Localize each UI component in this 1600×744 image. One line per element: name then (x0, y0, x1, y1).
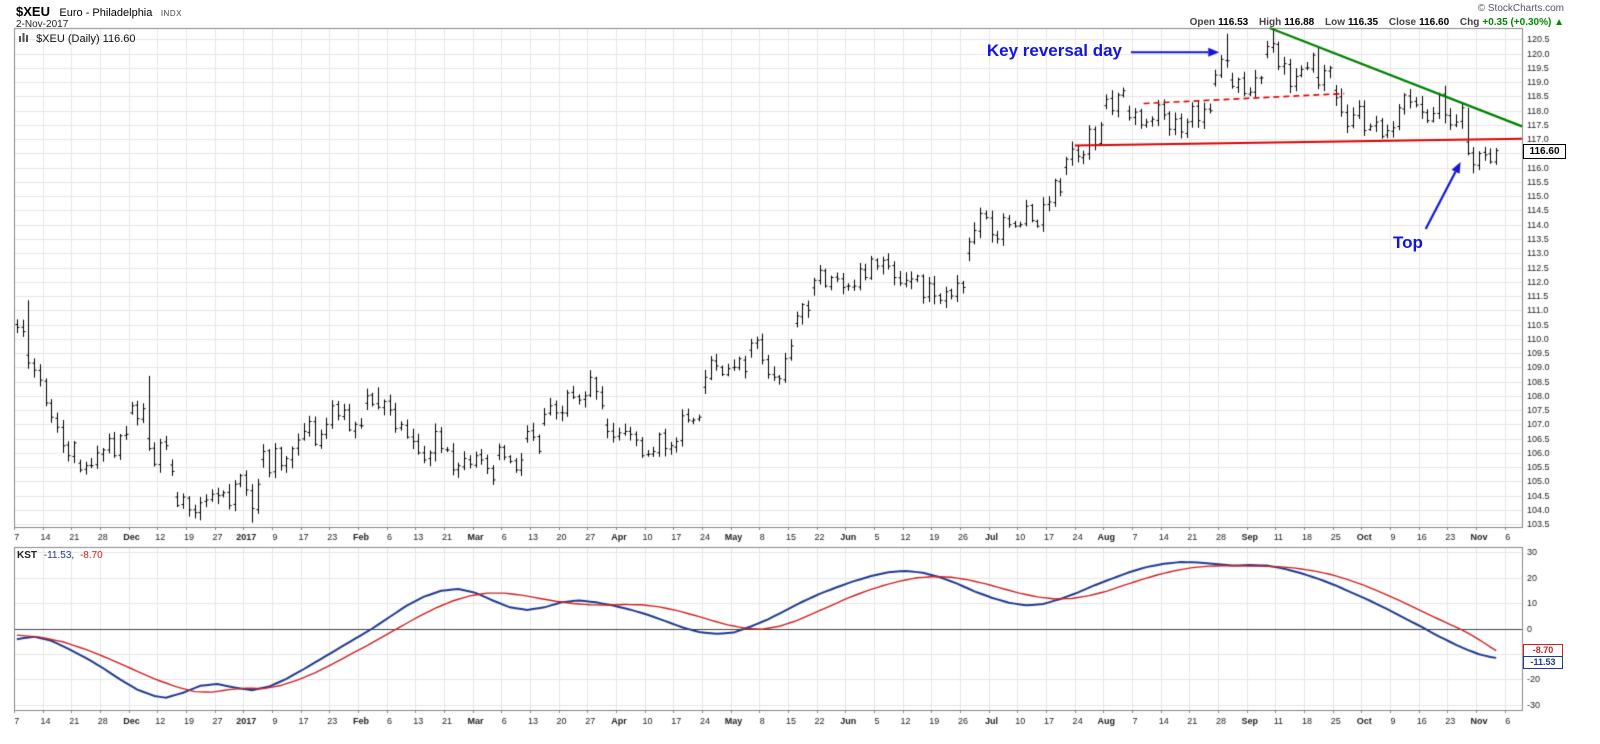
chg-value: +0.35 (+0.30%) (1482, 17, 1552, 28)
ohlc-quote-line: Open 116.53 High 116.88 Low 116.35 Close 116… (1182, 17, 1564, 28)
high-label: High (1258, 17, 1282, 28)
kst-legend-value: -11.53, (43, 550, 75, 561)
chg-label: Chg (1459, 17, 1480, 28)
chg-up-arrow-icon: ▲ (1554, 17, 1564, 28)
close-value: 116.60 (1419, 17, 1450, 28)
kst-legend: KST -11.53, -8.70 (17, 550, 103, 561)
chart-date: 2-Nov-2017 (16, 19, 69, 30)
kst-legend-label: KST (17, 550, 37, 561)
annotation-top: Top (1393, 233, 1423, 252)
main-chart-legend-text: $XEU (Daily) 116.60 (36, 33, 136, 45)
close-label: Close (1388, 17, 1417, 28)
header-left: $XEU Euro - Philadelphia INDX (16, 3, 182, 21)
low-value: 116.35 (1348, 17, 1379, 28)
high-value: 116.88 (1284, 17, 1315, 28)
last-price-tag: 116.60 (1523, 144, 1566, 159)
symbol: $XEU (16, 4, 50, 19)
source-credit: © StockCharts.com (1477, 3, 1564, 14)
open-value: 116.53 (1218, 17, 1249, 28)
open-label: Open (1189, 17, 1216, 28)
symbol-name: Euro - Philadelphia (59, 7, 153, 19)
kst-value-tag: -11.53 (1523, 656, 1563, 669)
kst-signal-legend-value: -8.70 (79, 550, 103, 561)
main-chart-legend: $XEU (Daily) 116.60 (18, 31, 136, 45)
low-label: Low (1325, 17, 1346, 28)
bar-chart-icon (18, 33, 29, 46)
annotation-key-reversal-day: Key reversal day (986, 41, 1122, 60)
exchange-label: INDX (160, 9, 182, 18)
